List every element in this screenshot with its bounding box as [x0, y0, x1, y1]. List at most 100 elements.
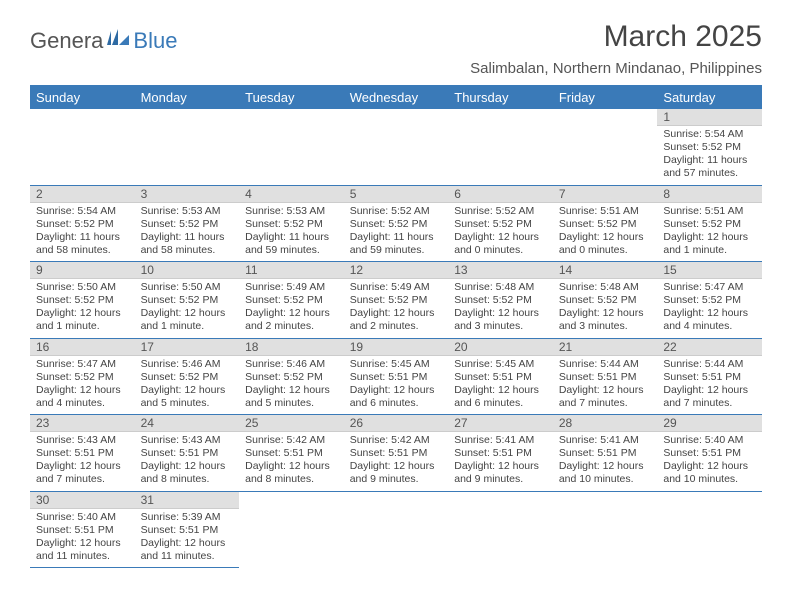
- daylight-line: Daylight: 12 hours and 11 minutes.: [36, 537, 129, 563]
- day-header: Tuesday: [239, 86, 344, 110]
- sunset-line: Sunset: 5:52 PM: [36, 371, 129, 384]
- day-details: Sunrise: 5:49 AMSunset: 5:52 PMDaylight:…: [239, 279, 344, 338]
- sunset-line: Sunset: 5:52 PM: [245, 294, 338, 307]
- sunset-line: Sunset: 5:51 PM: [454, 371, 547, 384]
- calendar-cell: 27Sunrise: 5:41 AMSunset: 5:51 PMDayligh…: [448, 415, 553, 492]
- daylight-line: Daylight: 12 hours and 6 minutes.: [454, 384, 547, 410]
- day-number: 17: [135, 339, 240, 356]
- sunset-line: Sunset: 5:52 PM: [350, 294, 443, 307]
- daylight-line: Daylight: 12 hours and 2 minutes.: [350, 307, 443, 333]
- day-details: Sunrise: 5:42 AMSunset: 5:51 PMDaylight:…: [239, 432, 344, 491]
- daylight-line: Daylight: 12 hours and 9 minutes.: [454, 460, 547, 486]
- day-details: Sunrise: 5:48 AMSunset: 5:52 PMDaylight:…: [448, 279, 553, 338]
- calendar-cell: [135, 109, 240, 185]
- calendar-cell: 30Sunrise: 5:40 AMSunset: 5:51 PMDayligh…: [30, 491, 135, 568]
- sunrise-line: Sunrise: 5:43 AM: [141, 434, 234, 447]
- calendar-cell: [239, 109, 344, 185]
- logo-text-1: Genera: [30, 28, 103, 54]
- sunset-line: Sunset: 5:52 PM: [350, 218, 443, 231]
- calendar-cell: [553, 109, 658, 185]
- day-details: Sunrise: 5:51 AMSunset: 5:52 PMDaylight:…: [657, 203, 762, 262]
- sunrise-line: Sunrise: 5:45 AM: [454, 358, 547, 371]
- sunrise-line: Sunrise: 5:49 AM: [245, 281, 338, 294]
- calendar-cell: [553, 491, 658, 568]
- sunset-line: Sunset: 5:51 PM: [350, 447, 443, 460]
- calendar-week: 2Sunrise: 5:54 AMSunset: 5:52 PMDaylight…: [30, 185, 762, 262]
- sunset-line: Sunset: 5:52 PM: [663, 141, 756, 154]
- sunrise-line: Sunrise: 5:48 AM: [454, 281, 547, 294]
- sunrise-line: Sunrise: 5:42 AM: [350, 434, 443, 447]
- day-number: 29: [657, 415, 762, 432]
- daylight-line: Daylight: 11 hours and 59 minutes.: [350, 231, 443, 257]
- daylight-line: Daylight: 12 hours and 10 minutes.: [663, 460, 756, 486]
- calendar-cell: 15Sunrise: 5:47 AMSunset: 5:52 PMDayligh…: [657, 262, 762, 339]
- sunset-line: Sunset: 5:51 PM: [36, 524, 129, 537]
- day-number: 25: [239, 415, 344, 432]
- day-number: 16: [30, 339, 135, 356]
- day-number: 12: [344, 262, 449, 279]
- calendar-cell: 16Sunrise: 5:47 AMSunset: 5:52 PMDayligh…: [30, 338, 135, 415]
- day-details: Sunrise: 5:40 AMSunset: 5:51 PMDaylight:…: [30, 509, 135, 568]
- day-details: Sunrise: 5:50 AMSunset: 5:52 PMDaylight:…: [30, 279, 135, 338]
- sunrise-line: Sunrise: 5:45 AM: [350, 358, 443, 371]
- calendar-cell: 24Sunrise: 5:43 AMSunset: 5:51 PMDayligh…: [135, 415, 240, 492]
- sunset-line: Sunset: 5:52 PM: [559, 218, 652, 231]
- calendar-cell: 22Sunrise: 5:44 AMSunset: 5:51 PMDayligh…: [657, 338, 762, 415]
- sunset-line: Sunset: 5:52 PM: [663, 218, 756, 231]
- calendar-week: 23Sunrise: 5:43 AMSunset: 5:51 PMDayligh…: [30, 415, 762, 492]
- day-details: Sunrise: 5:46 AMSunset: 5:52 PMDaylight:…: [239, 356, 344, 415]
- calendar-cell: [448, 109, 553, 185]
- calendar-cell: 8Sunrise: 5:51 AMSunset: 5:52 PMDaylight…: [657, 185, 762, 262]
- sunrise-line: Sunrise: 5:47 AM: [663, 281, 756, 294]
- day-details: Sunrise: 5:44 AMSunset: 5:51 PMDaylight:…: [553, 356, 658, 415]
- sunset-line: Sunset: 5:51 PM: [559, 371, 652, 384]
- calendar-cell: 29Sunrise: 5:40 AMSunset: 5:51 PMDayligh…: [657, 415, 762, 492]
- sunrise-line: Sunrise: 5:44 AM: [559, 358, 652, 371]
- day-number: 31: [135, 492, 240, 509]
- day-number: 3: [135, 186, 240, 203]
- calendar-table: SundayMondayTuesdayWednesdayThursdayFrid…: [30, 85, 762, 568]
- sunrise-line: Sunrise: 5:50 AM: [141, 281, 234, 294]
- day-details: Sunrise: 5:50 AMSunset: 5:52 PMDaylight:…: [135, 279, 240, 338]
- daylight-line: Daylight: 12 hours and 8 minutes.: [141, 460, 234, 486]
- calendar-page: Genera Blue March 2025 Salimbalan, North…: [0, 0, 792, 588]
- day-number: 15: [657, 262, 762, 279]
- calendar-cell: 18Sunrise: 5:46 AMSunset: 5:52 PMDayligh…: [239, 338, 344, 415]
- day-number: 4: [239, 186, 344, 203]
- flag-icon: [107, 29, 129, 54]
- day-details: Sunrise: 5:52 AMSunset: 5:52 PMDaylight:…: [448, 203, 553, 262]
- calendar-cell: 21Sunrise: 5:44 AMSunset: 5:51 PMDayligh…: [553, 338, 658, 415]
- sunrise-line: Sunrise: 5:51 AM: [559, 205, 652, 218]
- day-details: Sunrise: 5:47 AMSunset: 5:52 PMDaylight:…: [657, 279, 762, 338]
- sunrise-line: Sunrise: 5:52 AM: [350, 205, 443, 218]
- calendar-cell: 10Sunrise: 5:50 AMSunset: 5:52 PMDayligh…: [135, 262, 240, 339]
- day-details: Sunrise: 5:49 AMSunset: 5:52 PMDaylight:…: [344, 279, 449, 338]
- day-number: 27: [448, 415, 553, 432]
- sunrise-line: Sunrise: 5:43 AM: [36, 434, 129, 447]
- calendar-cell: [344, 109, 449, 185]
- sunrise-line: Sunrise: 5:50 AM: [36, 281, 129, 294]
- day-details: Sunrise: 5:42 AMSunset: 5:51 PMDaylight:…: [344, 432, 449, 491]
- calendar-cell: 9Sunrise: 5:50 AMSunset: 5:52 PMDaylight…: [30, 262, 135, 339]
- sunset-line: Sunset: 5:51 PM: [663, 371, 756, 384]
- sunset-line: Sunset: 5:51 PM: [141, 447, 234, 460]
- daylight-line: Daylight: 11 hours and 59 minutes.: [245, 231, 338, 257]
- day-header: Friday: [553, 86, 658, 110]
- calendar-cell: 25Sunrise: 5:42 AMSunset: 5:51 PMDayligh…: [239, 415, 344, 492]
- sunset-line: Sunset: 5:52 PM: [141, 294, 234, 307]
- calendar-cell: 11Sunrise: 5:49 AMSunset: 5:52 PMDayligh…: [239, 262, 344, 339]
- day-number: 18: [239, 339, 344, 356]
- day-details: Sunrise: 5:41 AMSunset: 5:51 PMDaylight:…: [448, 432, 553, 491]
- daylight-line: Daylight: 12 hours and 1 minute.: [36, 307, 129, 333]
- day-details: Sunrise: 5:39 AMSunset: 5:51 PMDaylight:…: [135, 509, 240, 568]
- calendar-cell: [30, 109, 135, 185]
- daylight-line: Daylight: 12 hours and 5 minutes.: [141, 384, 234, 410]
- calendar-week: 30Sunrise: 5:40 AMSunset: 5:51 PMDayligh…: [30, 491, 762, 568]
- logo: Genera Blue: [30, 28, 177, 54]
- daylight-line: Daylight: 12 hours and 10 minutes.: [559, 460, 652, 486]
- day-details: Sunrise: 5:43 AMSunset: 5:51 PMDaylight:…: [30, 432, 135, 491]
- day-number: 30: [30, 492, 135, 509]
- sunset-line: Sunset: 5:52 PM: [141, 218, 234, 231]
- sunrise-line: Sunrise: 5:48 AM: [559, 281, 652, 294]
- day-details: Sunrise: 5:40 AMSunset: 5:51 PMDaylight:…: [657, 432, 762, 491]
